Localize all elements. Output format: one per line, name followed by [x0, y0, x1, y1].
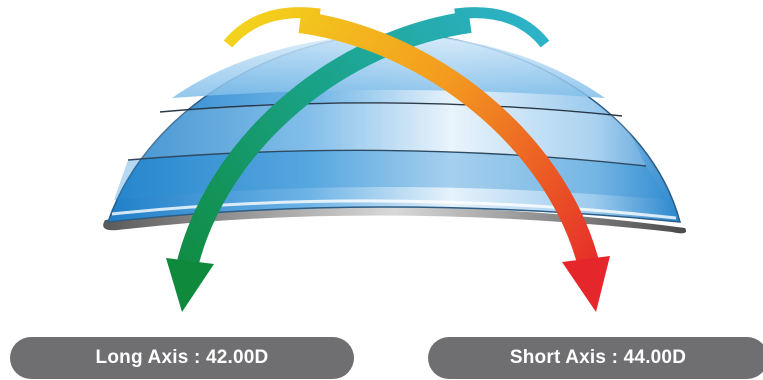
long-axis-arrow	[166, 11, 472, 312]
lens-icon	[103, 33, 687, 234]
long-axis-label: Long Axis : 42.00D	[10, 337, 354, 379]
short-axis-arrow	[298, 11, 610, 312]
short-axis-label: Short Axis : 44.00D	[428, 337, 763, 379]
